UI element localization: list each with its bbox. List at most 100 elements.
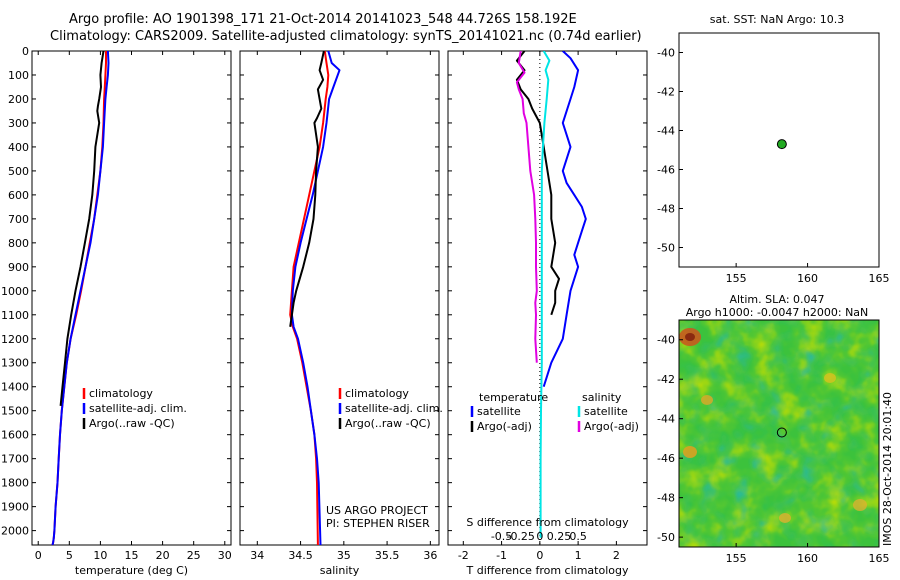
series-line <box>515 51 560 316</box>
sla-hotspot <box>779 513 791 523</box>
legend-label: satellite <box>584 405 628 418</box>
y-tick-label: 700 <box>8 213 29 226</box>
y-tick-label: 1500 <box>1 405 29 418</box>
map-title: Altim. SLA: 0.047 <box>729 293 824 306</box>
legend-label: climatology <box>345 387 409 400</box>
salinity-panel: 34 34.5 35 35.5 36 salinity climatology satelli… <box>239 50 443 577</box>
x-tick-label: -2 <box>458 549 469 562</box>
y-tick-label: -46 <box>657 452 675 465</box>
x-tick-label: 0 <box>35 549 42 562</box>
series-line <box>515 51 538 363</box>
x2-tick-label: -0.5 <box>491 530 512 543</box>
y-tick-label: 1100 <box>1 309 29 322</box>
x-tick-label: 2 <box>613 549 620 562</box>
x2-tick-label: 0.5 <box>569 530 587 543</box>
legend-label: satellite-adj. clim. <box>89 402 187 415</box>
legend-label: satellite-adj. clim. <box>345 402 443 415</box>
x-tick-label: 165 <box>869 552 890 565</box>
sla-map-teal-field <box>679 320 879 547</box>
y-tick-label: -42 <box>657 373 675 386</box>
x-tick-label: 36 <box>423 549 437 562</box>
legend-title: salinity <box>582 391 622 404</box>
plot-frame <box>447 50 648 546</box>
x-tick-label: 160 <box>797 272 818 285</box>
series-line <box>289 51 330 545</box>
project-note: US ARGO PROJECT <box>326 504 428 517</box>
y-tick-label: 1000 <box>1 285 29 298</box>
y-tick-label: -44 <box>657 413 675 426</box>
x-tick-label: 1 <box>575 549 582 562</box>
temperature-panel: 0100200300400500600700800900100011001200… <box>1 45 232 577</box>
project-note: PI: STEPHEN RISER <box>326 517 430 530</box>
x-tick-label: 160 <box>797 552 818 565</box>
x-axis-label: T difference from climatology <box>466 564 629 577</box>
y-tick-label: -40 <box>657 47 675 60</box>
y-tick-label: 2000 <box>1 525 29 538</box>
x-tick-label: -1 <box>496 549 507 562</box>
sla-hotspot <box>685 333 695 341</box>
plot-frame <box>239 50 440 546</box>
x2-tick-label: 0.25 <box>547 530 572 543</box>
series-line <box>539 51 551 538</box>
map-frame <box>678 319 880 548</box>
y-tick-label: 100 <box>8 69 29 82</box>
x-tick-label: 35.5 <box>375 549 400 562</box>
y-tick-label: -48 <box>657 203 675 216</box>
series-line <box>290 51 341 545</box>
x-tick-label: 0 <box>536 549 543 562</box>
y-tick-label: 300 <box>8 117 29 130</box>
figure-title-line1: Argo profile: AO 1901398_171 21-Oct-2014… <box>69 12 577 27</box>
y-tick-label: 600 <box>8 189 29 202</box>
y-tick-label: 800 <box>8 237 29 250</box>
series-line <box>289 51 325 327</box>
y-tick-label: -50 <box>657 531 675 544</box>
sst-map-panel: 155 160 165 -40 -42 -44 -46 -48 -50 sat. SST: NaN… <box>657 13 889 285</box>
sla-hotspot <box>683 446 697 458</box>
legend-label: Argo(..raw -QC) <box>89 417 175 430</box>
y-tick-label: -46 <box>657 164 675 177</box>
y-tick-label: 1600 <box>1 429 29 442</box>
y-tick-label: 1800 <box>1 477 29 490</box>
y-tick-label: -44 <box>657 125 675 138</box>
legend-label: Argo(-adj) <box>477 420 532 433</box>
y-tick-label: -40 <box>657 334 675 347</box>
map-background <box>679 33 879 267</box>
x2-axis-label: S difference from climatology <box>466 516 629 529</box>
map-frame <box>678 32 880 268</box>
x-tick-label: 15 <box>125 549 139 562</box>
figure-title-line2: Climatology: CARS2009. Satellite-adjuste… <box>50 29 642 44</box>
y-tick-label: 900 <box>8 261 29 274</box>
x-tick-label: 25 <box>187 549 201 562</box>
legend-title: temperature <box>479 391 548 404</box>
x-tick-label: 155 <box>726 552 747 565</box>
argo-location-marker <box>776 427 787 438</box>
difference-panel: -2 -1 0 1 2 T difference from climatology temp… <box>447 50 648 577</box>
x-tick-label: 10 <box>93 549 107 562</box>
series-group <box>289 51 341 545</box>
series-group <box>51 51 110 545</box>
series-group <box>515 51 587 538</box>
x-axis-label: salinity <box>320 564 360 577</box>
legend-label: satellite <box>477 405 521 418</box>
y-tick-label: 1200 <box>1 333 29 346</box>
argo-location-marker <box>776 139 787 150</box>
map-title: sat. SST: NaN Argo: 10.3 <box>710 13 844 26</box>
plot-frame <box>31 50 232 546</box>
series-line <box>51 51 110 545</box>
y-tick-label: 1700 <box>1 453 29 466</box>
y-tick-label: 1300 <box>1 357 29 370</box>
y-tick-label: -48 <box>657 492 675 505</box>
x-tick-label: 155 <box>726 272 747 285</box>
y-tick-label: 200 <box>8 93 29 106</box>
y-tick-label: 1400 <box>1 381 29 394</box>
legend-label: Argo(..raw -QC) <box>345 417 431 430</box>
x-tick-label: 35 <box>337 549 351 562</box>
y-tick-label: 500 <box>8 165 29 178</box>
legend-label: climatology <box>89 387 153 400</box>
x-tick-label: 30 <box>218 549 232 562</box>
y-tick-label: 1900 <box>1 501 29 514</box>
x-axis-label: temperature (deg C) <box>75 564 188 577</box>
sla-hotspot <box>701 395 713 405</box>
y-tick-label: -50 <box>657 242 675 255</box>
